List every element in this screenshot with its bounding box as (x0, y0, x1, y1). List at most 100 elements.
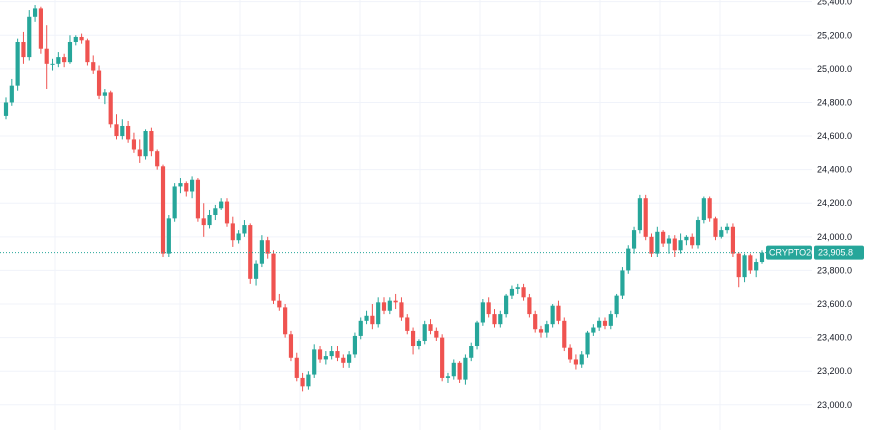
candle[interactable] (323, 351, 328, 365)
candle[interactable] (672, 235, 677, 257)
candle[interactable] (178, 178, 183, 194)
candle[interactable] (166, 215, 171, 257)
candle[interactable] (585, 330, 590, 358)
candle[interactable] (422, 320, 427, 345)
candle[interactable] (393, 293, 398, 310)
candle[interactable] (312, 344, 317, 378)
candle[interactable] (626, 245, 631, 274)
candle[interactable] (271, 250, 276, 305)
candle[interactable] (300, 372, 305, 392)
candle[interactable] (236, 230, 241, 244)
candle[interactable] (416, 339, 421, 350)
candle[interactable] (3, 97, 9, 120)
candle[interactable] (428, 319, 433, 335)
candle[interactable] (126, 120, 131, 143)
candle[interactable] (149, 127, 154, 157)
candle[interactable] (358, 317, 363, 340)
candle[interactable] (498, 310, 503, 328)
candle[interactable] (754, 258, 759, 278)
candle[interactable] (748, 253, 753, 274)
candle[interactable] (213, 204, 218, 221)
candle[interactable] (201, 203, 206, 237)
candle[interactable] (364, 310, 369, 325)
candle[interactable] (474, 320, 480, 350)
candle[interactable] (556, 300, 561, 325)
candle[interactable] (544, 320, 549, 338)
candle[interactable] (434, 327, 439, 341)
candle[interactable] (463, 354, 468, 385)
candle[interactable] (643, 194, 648, 241)
candle[interactable] (329, 346, 334, 360)
candle[interactable] (253, 260, 259, 286)
candle[interactable] (38, 6, 43, 54)
candle[interactable] (736, 251, 741, 288)
candle[interactable] (21, 31, 26, 64)
candle[interactable] (637, 194, 642, 234)
candle[interactable] (370, 304, 375, 330)
candle[interactable] (707, 196, 712, 222)
candle[interactable] (608, 310, 613, 330)
candle[interactable] (399, 297, 404, 321)
candle[interactable] (457, 361, 462, 383)
candle[interactable] (614, 293, 619, 318)
candle[interactable] (131, 132, 137, 153)
candle[interactable] (108, 90, 113, 128)
candle[interactable] (44, 25, 49, 90)
candle[interactable] (27, 10, 32, 61)
candle[interactable] (695, 216, 701, 249)
candle[interactable] (567, 344, 573, 363)
candle[interactable] (189, 176, 195, 199)
candle[interactable] (486, 297, 491, 318)
candle[interactable] (666, 235, 672, 254)
candle[interactable] (562, 317, 567, 352)
candle[interactable] (277, 293, 282, 311)
candle[interactable] (690, 233, 695, 249)
candle[interactable] (79, 33, 84, 44)
candle[interactable] (347, 351, 352, 368)
candle[interactable] (172, 183, 177, 222)
candle[interactable] (445, 372, 451, 383)
candle[interactable] (50, 58, 55, 71)
candle[interactable] (469, 342, 474, 362)
candle[interactable] (283, 304, 288, 338)
candle[interactable] (288, 330, 294, 362)
candle[interactable] (62, 53, 67, 68)
candle[interactable] (224, 198, 230, 227)
candle[interactable] (410, 327, 416, 355)
candle[interactable] (591, 324, 596, 336)
candle[interactable] (492, 309, 497, 328)
candle[interactable] (137, 139, 142, 163)
candle[interactable] (538, 325, 544, 338)
candle[interactable] (684, 235, 689, 246)
candle[interactable] (230, 216, 235, 247)
candle[interactable] (509, 285, 515, 299)
candle[interactable] (480, 298, 485, 326)
candle[interactable] (631, 226, 637, 254)
candle[interactable] (381, 297, 387, 315)
candle[interactable] (9, 78, 14, 106)
candle[interactable] (533, 310, 538, 333)
candle[interactable] (219, 198, 224, 210)
candle[interactable] (306, 371, 311, 390)
candle[interactable] (730, 223, 736, 257)
candle[interactable] (120, 119, 125, 140)
candle[interactable] (550, 304, 555, 328)
candle[interactable] (515, 283, 520, 294)
candle[interactable] (719, 226, 724, 239)
candle[interactable] (242, 220, 247, 237)
candle[interactable] (725, 223, 730, 234)
candle[interactable] (701, 196, 706, 224)
candle[interactable] (73, 35, 78, 46)
candle[interactable] (661, 230, 666, 247)
candle[interactable] (335, 346, 340, 362)
candle[interactable] (579, 351, 584, 368)
candle[interactable] (597, 317, 602, 331)
candle[interactable] (376, 297, 381, 328)
candle[interactable] (504, 293, 509, 318)
candle[interactable] (655, 226, 660, 257)
candle[interactable] (32, 5, 38, 22)
candle[interactable] (114, 114, 119, 140)
candle[interactable] (341, 354, 346, 368)
candle[interactable] (317, 346, 323, 363)
candle[interactable] (451, 359, 456, 380)
